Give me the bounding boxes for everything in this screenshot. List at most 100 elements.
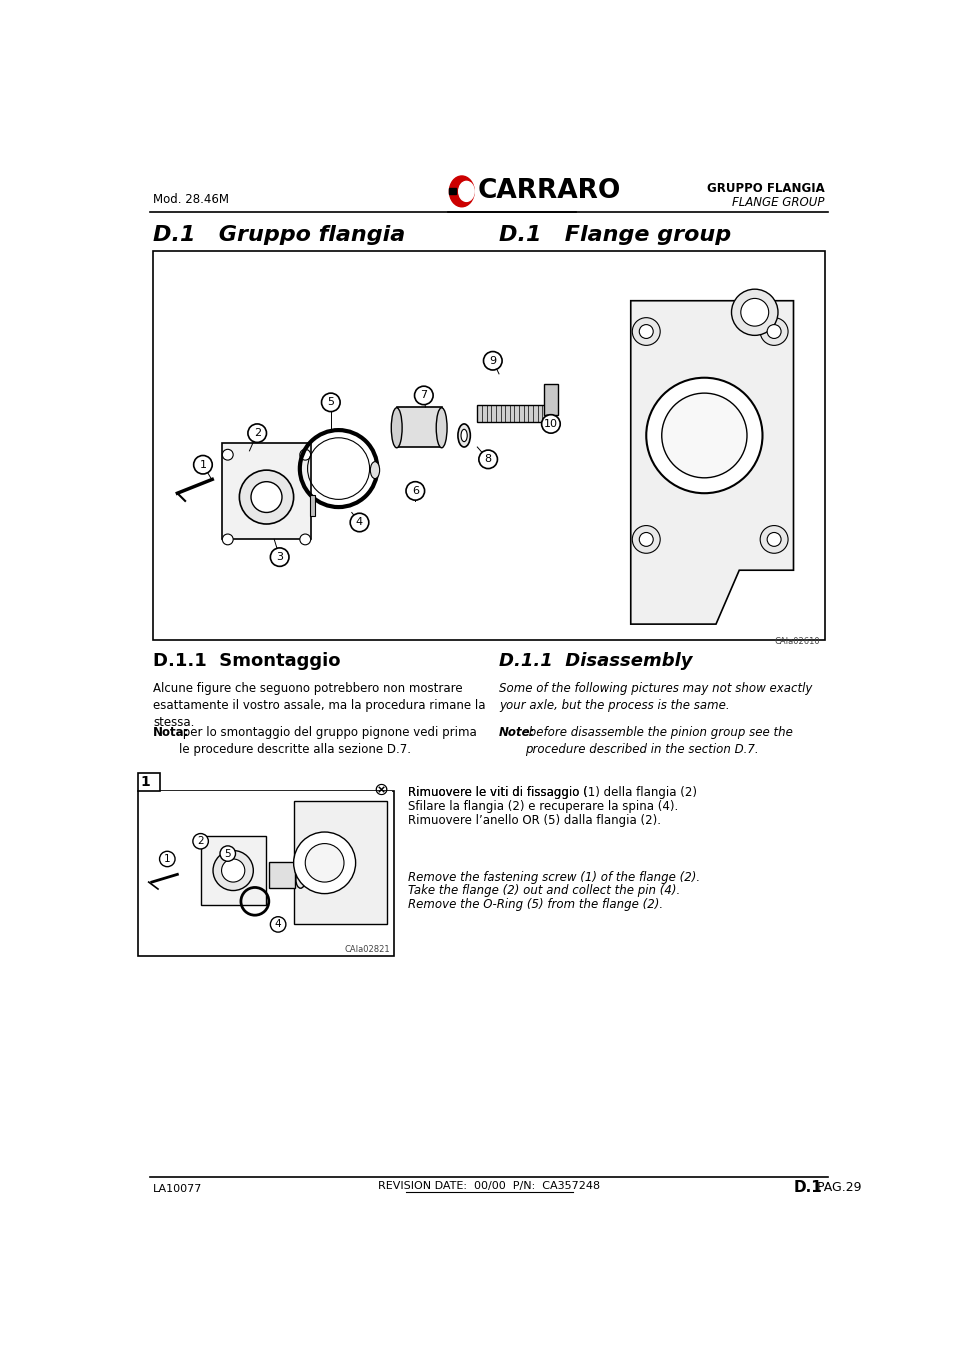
Circle shape <box>478 450 497 469</box>
Ellipse shape <box>449 176 474 207</box>
Text: CAIa02821: CAIa02821 <box>345 946 390 954</box>
Bar <box>449 188 456 195</box>
Circle shape <box>740 299 768 326</box>
FancyBboxPatch shape <box>294 801 386 924</box>
Circle shape <box>639 532 653 546</box>
Text: CAIa02610: CAIa02610 <box>774 638 819 646</box>
Text: GRUPPO FLANGIA: GRUPPO FLANGIA <box>706 182 823 195</box>
Text: 8: 8 <box>484 454 491 465</box>
Text: Rimuovere l’anello OR (5) dalla flangia (2).: Rimuovere l’anello OR (5) dalla flangia … <box>407 813 659 827</box>
Text: 2: 2 <box>197 836 204 846</box>
Text: Note:: Note: <box>498 725 535 739</box>
Circle shape <box>731 289 778 335</box>
Circle shape <box>483 351 501 370</box>
Circle shape <box>299 534 311 544</box>
Circle shape <box>193 834 208 848</box>
Text: Sfilare la flangia (2) e recuperare la spina (4).: Sfilare la flangia (2) e recuperare la s… <box>407 800 677 813</box>
Circle shape <box>350 513 369 532</box>
Bar <box>153 251 823 639</box>
Circle shape <box>299 450 311 461</box>
Text: 1: 1 <box>164 854 171 865</box>
Text: per lo smontaggio del gruppo pignone vedi prima
le procedure descritte alla sezi: per lo smontaggio del gruppo pignone ved… <box>179 725 476 755</box>
Text: LA10077: LA10077 <box>153 1183 202 1193</box>
Circle shape <box>239 470 294 524</box>
Text: Mod. 28.46M: Mod. 28.46M <box>153 193 229 205</box>
Text: 4: 4 <box>274 920 281 929</box>
Text: Remove the O-Ring (5) from the flange (2).: Remove the O-Ring (5) from the flange (2… <box>407 898 662 911</box>
Circle shape <box>541 415 559 434</box>
Bar <box>139 792 392 954</box>
Circle shape <box>766 324 781 339</box>
Text: REVISION DATE:  00/00  P/N:  CA357248: REVISION DATE: 00/00 P/N: CA357248 <box>377 1181 599 1192</box>
Text: PAG.29: PAG.29 <box>812 1181 861 1194</box>
Circle shape <box>661 393 746 478</box>
Text: Nota:: Nota: <box>153 725 190 739</box>
Circle shape <box>632 317 659 346</box>
Text: FLANGE GROUP: FLANGE GROUP <box>731 196 823 208</box>
Circle shape <box>222 450 233 461</box>
Text: D.1.1  Smontaggio: D.1.1 Smontaggio <box>153 653 340 670</box>
Text: 10: 10 <box>543 419 558 428</box>
Bar <box>137 773 159 792</box>
Circle shape <box>406 482 424 500</box>
Text: Rimuovere le viti di fissaggio (: Rimuovere le viti di fissaggio ( <box>407 786 587 798</box>
Circle shape <box>639 324 653 339</box>
Circle shape <box>221 859 245 882</box>
Text: 2: 2 <box>253 428 260 438</box>
Circle shape <box>415 386 433 405</box>
Text: 7: 7 <box>420 390 427 400</box>
Bar <box>269 862 294 888</box>
Circle shape <box>251 482 282 512</box>
Text: Take the flange (2) out and collect the pin (4).: Take the flange (2) out and collect the … <box>407 885 679 897</box>
Ellipse shape <box>460 430 467 442</box>
Polygon shape <box>630 301 793 624</box>
Text: Some of the following pictures may not show exactly
your axle, but the process i: Some of the following pictures may not s… <box>498 682 812 712</box>
Text: before disassemble the pinion group see the
procedure described in the section D: before disassemble the pinion group see … <box>525 725 792 755</box>
Circle shape <box>270 549 289 566</box>
Circle shape <box>193 455 212 474</box>
Text: 3: 3 <box>275 553 283 562</box>
Text: D.1   Flange group: D.1 Flange group <box>498 226 730 246</box>
Text: 9: 9 <box>489 355 496 366</box>
Circle shape <box>645 378 761 493</box>
Ellipse shape <box>295 871 305 888</box>
FancyBboxPatch shape <box>221 443 311 539</box>
Circle shape <box>159 851 174 867</box>
Text: Remove the fastening screw (1) of the flange (2).: Remove the fastening screw (1) of the fl… <box>407 870 699 884</box>
Text: 4: 4 <box>355 517 363 527</box>
Ellipse shape <box>436 408 447 447</box>
Text: 1: 1 <box>140 775 150 789</box>
Text: CARRARO: CARRARO <box>476 178 620 204</box>
Text: 6: 6 <box>412 486 418 496</box>
Circle shape <box>321 393 340 412</box>
Text: Rimuovere le viti di fissaggio (1) della flangia (2): Rimuovere le viti di fissaggio (1) della… <box>407 786 696 798</box>
Ellipse shape <box>370 462 379 478</box>
Circle shape <box>760 526 787 554</box>
Circle shape <box>270 917 286 932</box>
Text: ⊗: ⊗ <box>374 781 389 798</box>
Text: 5: 5 <box>224 848 231 859</box>
Text: 1: 1 <box>199 459 206 470</box>
Text: D.1.1  Disassembly: D.1.1 Disassembly <box>498 653 692 670</box>
Text: D.1   Gruppo flangia: D.1 Gruppo flangia <box>153 226 405 246</box>
Bar <box>476 405 546 423</box>
Bar <box>137 792 394 957</box>
Circle shape <box>294 832 355 893</box>
Circle shape <box>305 843 344 882</box>
Bar <box>543 384 558 415</box>
Ellipse shape <box>458 181 474 201</box>
Text: Alcune figure che seguono potrebbero non mostrare
esattamente il vostro assale, : Alcune figure che seguono potrebbero non… <box>153 682 485 730</box>
Bar <box>396 407 441 447</box>
Bar <box>310 494 314 516</box>
Circle shape <box>222 534 233 544</box>
Circle shape <box>220 846 235 862</box>
Text: 5: 5 <box>327 397 334 408</box>
Text: D.1: D.1 <box>793 1181 821 1196</box>
Circle shape <box>213 851 253 890</box>
Bar <box>200 836 266 905</box>
Ellipse shape <box>457 424 470 447</box>
Ellipse shape <box>391 408 402 447</box>
Circle shape <box>632 526 659 554</box>
Circle shape <box>248 424 266 442</box>
Circle shape <box>766 532 781 546</box>
